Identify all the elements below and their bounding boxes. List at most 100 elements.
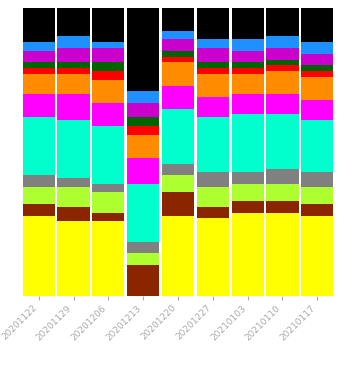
Bar [267,71,299,94]
Bar [162,8,194,31]
Bar [301,100,333,120]
Bar [92,62,124,71]
Bar [197,207,229,218]
Bar [232,51,264,62]
Bar [57,48,89,62]
Bar [162,57,194,62]
Bar [57,207,89,221]
Bar [57,8,89,36]
Bar [197,48,229,62]
Bar [267,48,299,60]
Bar [127,8,159,91]
Bar [301,65,333,71]
Bar [301,204,333,215]
Bar [92,103,124,126]
Bar [23,117,55,175]
Bar [162,62,194,86]
Bar [57,36,89,48]
Bar [92,80,124,103]
Bar [301,71,333,77]
Bar [162,192,194,215]
Bar [162,51,194,57]
Bar [127,91,159,103]
Bar [23,215,55,296]
Bar [197,187,229,207]
Bar [23,175,55,187]
Bar [267,201,299,213]
Bar [301,187,333,204]
Bar [301,8,333,42]
Bar [197,117,229,172]
Bar [197,8,229,40]
Bar [232,74,264,94]
Bar [127,253,159,264]
Bar [57,187,89,207]
Bar [232,68,264,74]
Bar [267,94,299,114]
Bar [162,163,194,175]
Bar [127,117,159,126]
Bar [127,242,159,253]
Bar [232,40,264,51]
Bar [232,8,264,40]
Bar [197,68,229,74]
Bar [57,68,89,74]
Bar [301,54,333,65]
Bar [23,62,55,68]
Bar [23,51,55,62]
Bar [301,42,333,54]
Bar [92,8,124,42]
Bar [127,184,159,242]
Bar [197,74,229,97]
Bar [23,204,55,215]
Bar [197,62,229,68]
Bar [23,187,55,204]
Bar [57,178,89,187]
Bar [127,135,159,158]
Bar [267,169,299,184]
Bar [232,94,264,114]
Bar [92,213,124,221]
Bar [127,264,159,296]
Bar [232,62,264,68]
Bar [57,120,89,178]
Bar [162,40,194,51]
Bar [92,48,124,62]
Bar [197,40,229,48]
Bar [162,109,194,163]
Bar [232,184,264,201]
Bar [127,103,159,117]
Bar [92,42,124,48]
Bar [92,192,124,213]
Bar [267,184,299,201]
Bar [267,114,299,169]
Bar [301,77,333,100]
Bar [57,94,89,120]
Bar [232,172,264,184]
Bar [197,172,229,187]
Bar [162,31,194,40]
Bar [267,213,299,296]
Bar [162,86,194,109]
Bar [232,213,264,296]
Bar [127,126,159,135]
Bar [267,8,299,36]
Bar [267,60,299,65]
Bar [267,36,299,48]
Bar [92,126,124,184]
Bar [301,172,333,187]
Bar [162,175,194,192]
Bar [23,68,55,74]
Bar [267,65,299,71]
Bar [301,215,333,296]
Bar [197,97,229,117]
Bar [162,215,194,296]
Bar [23,74,55,94]
Bar [232,114,264,172]
Bar [301,120,333,172]
Bar [57,221,89,296]
Bar [197,218,229,296]
Bar [57,62,89,68]
Bar [23,94,55,117]
Bar [23,42,55,51]
